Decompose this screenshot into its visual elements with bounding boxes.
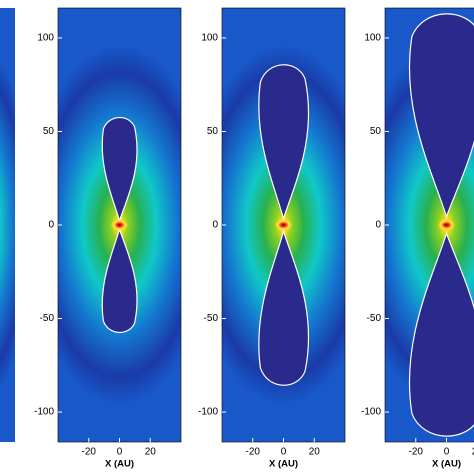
x-axis-label: X (AU) — [269, 459, 298, 470]
x-tick-label: -20 — [246, 447, 261, 458]
y-tick-label: 100 — [364, 33, 381, 44]
core — [274, 219, 293, 231]
x-tick-label: 0 — [444, 447, 450, 458]
cut-panel — [0, 8, 15, 442]
y-tick-label: 50 — [43, 126, 55, 137]
x-tick-label: -20 — [409, 447, 424, 458]
y-tick-label: -100 — [198, 407, 218, 418]
y-tick-label: 100 — [201, 33, 218, 44]
y-tick-label: -100 — [34, 407, 54, 418]
panel: 100 50 0 -50 -100 -20 0 20 X (AU) — [34, 7, 182, 470]
image — [222, 8, 345, 442]
panel: 100 50 0 -50 -100 -20 0 20 X (AU) — [198, 7, 346, 470]
x-axis-label: X (AU) — [432, 459, 461, 470]
y-tick-label: -100 — [361, 407, 381, 418]
outflow-lobe — [408, 231, 474, 437]
y-tick-label: -50 — [204, 313, 219, 324]
x-tick-label: 0 — [281, 447, 287, 458]
image — [385, 8, 474, 442]
panel: 100 50 0 -50 -100 -20 0 20 X (AU) — [361, 7, 474, 470]
y-tick-label: 50 — [207, 126, 219, 137]
outflow-lobe — [258, 229, 310, 386]
x-tick-label: 20 — [145, 447, 157, 458]
outflow-lobe — [408, 13, 474, 219]
outflow-lobe — [101, 116, 138, 223]
y-tick-label: 50 — [370, 126, 382, 137]
y-tick-label: 0 — [375, 220, 381, 231]
outflow-lobe — [258, 64, 310, 221]
x-tick-label: 0 — [117, 447, 123, 458]
image — [58, 8, 181, 442]
y-tick-label: 0 — [212, 220, 218, 231]
x-axis-label: X (AU) — [105, 459, 134, 470]
core — [110, 219, 129, 231]
y-tick-label: -50 — [40, 313, 55, 324]
x-tick-label: 20 — [309, 447, 321, 458]
core — [437, 219, 456, 231]
x-tick-label: 20 — [472, 447, 474, 458]
outflow-lobe — [101, 227, 138, 334]
y-tick-label: -50 — [367, 313, 382, 324]
y-tick-label: 100 — [37, 33, 54, 44]
x-tick-label: -20 — [82, 447, 97, 458]
y-tick-label: 0 — [48, 220, 54, 231]
